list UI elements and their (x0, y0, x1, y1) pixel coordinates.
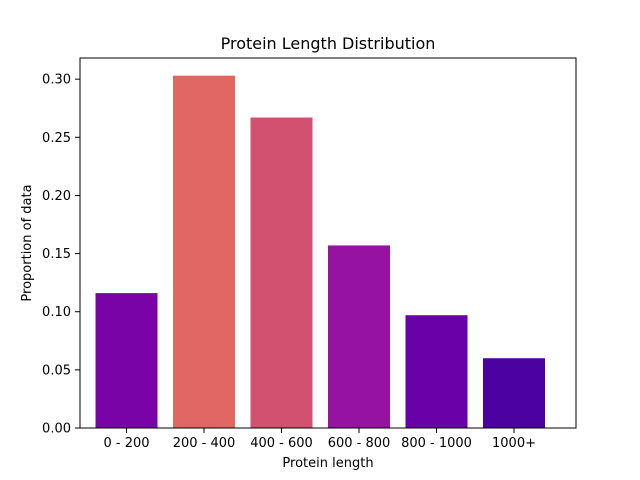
bar-5 (483, 358, 545, 428)
y-tick-label-3: 0.15 (42, 247, 71, 262)
x-tick-label-2: 400 - 600 (250, 436, 313, 451)
y-tick-label-1: 0.05 (42, 363, 71, 378)
y-axis-ticks: 0.00 0.05 0.10 0.15 0.20 0.25 0.30 (42, 73, 80, 437)
x-axis-label: Protein length (282, 456, 373, 471)
x-tick-label-4: 800 - 1000 (401, 436, 472, 451)
bar-3 (328, 245, 390, 428)
y-tick-label-5: 0.25 (42, 131, 71, 146)
y-tick-label-2: 0.10 (42, 305, 71, 320)
y-tick-label-6: 0.30 (42, 73, 71, 88)
bar-4 (405, 315, 468, 428)
chart-title: Protein Length Distribution (221, 34, 436, 53)
plot-frame (79, 57, 577, 429)
x-tick-label-0: 0 - 200 (103, 436, 149, 451)
x-tick-label-3: 600 - 800 (328, 436, 391, 451)
x-axis-ticks: 0 - 200 200 - 400 400 - 600 600 - 800 800 - … (103, 428, 536, 451)
x-tick-label-5: 1000+ (492, 436, 536, 451)
bar-2 (250, 117, 313, 428)
bar-1 (173, 75, 235, 429)
y-axis-label: Proportion of data (20, 184, 35, 301)
bar-0 (95, 293, 158, 428)
x-tick-label-1: 200 - 400 (173, 436, 236, 451)
y-tick-label-4: 0.20 (42, 189, 71, 204)
bars-group (95, 75, 545, 429)
y-tick-label-0: 0.00 (42, 422, 71, 437)
